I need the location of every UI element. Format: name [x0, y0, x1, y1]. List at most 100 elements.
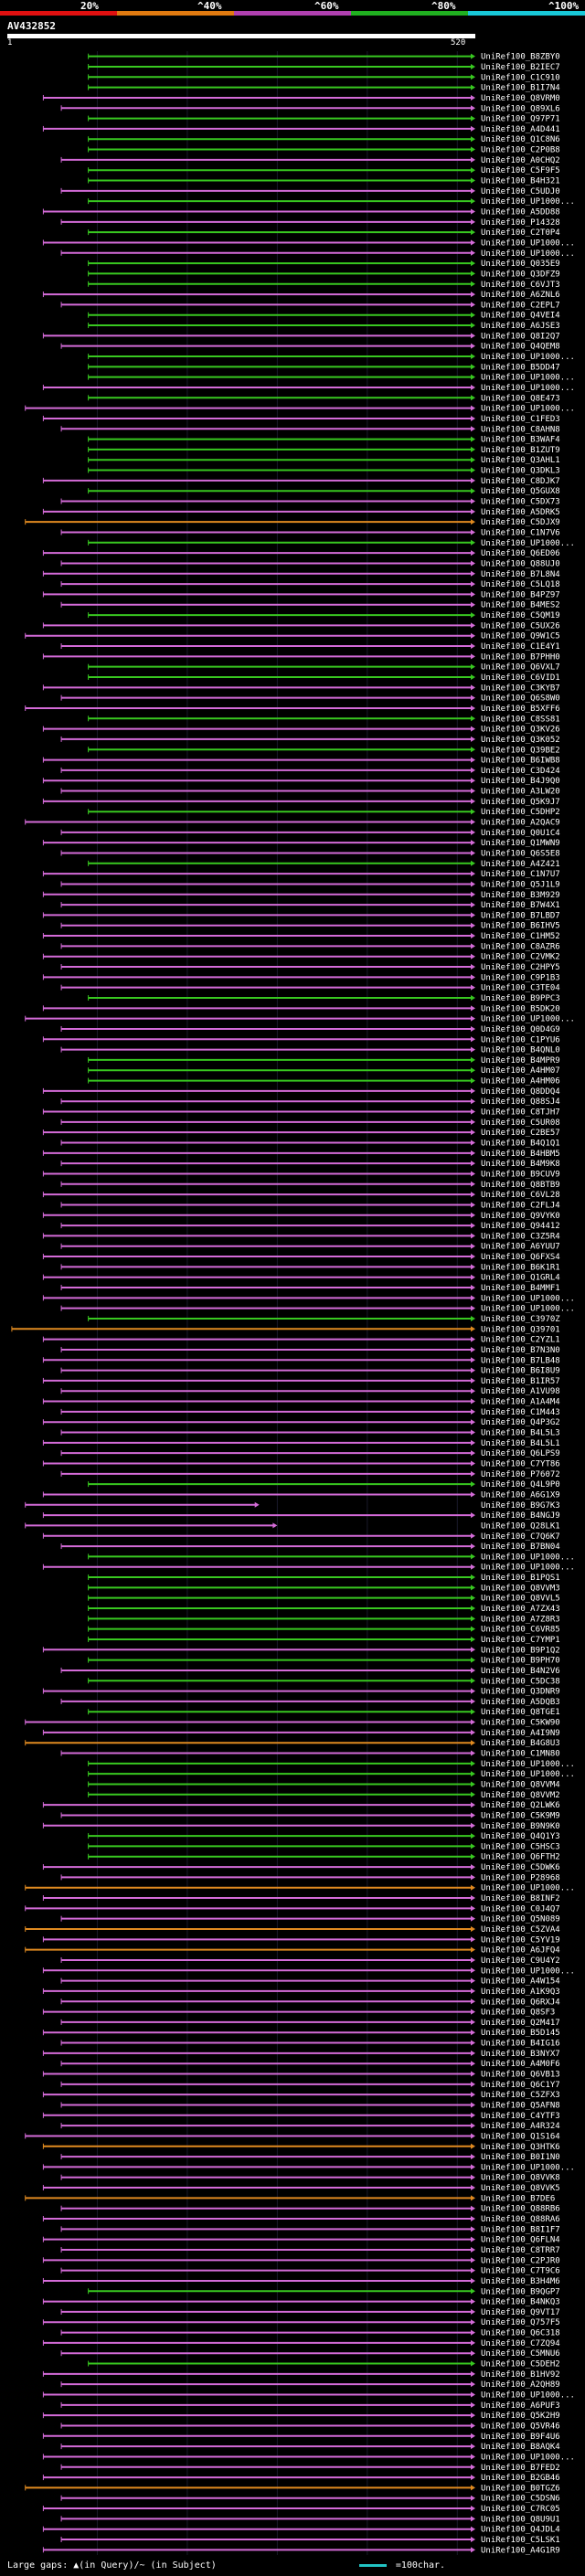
hit-label-125: UniRef100_B7N3N0: [481, 1346, 560, 1355]
hit-arrow-26: [471, 323, 475, 329]
hit-label-35: UniRef100_C1FED3: [481, 415, 560, 424]
hit-arrow-110: [471, 1192, 475, 1198]
hit-label-19: UniRef100_UP1000...: [481, 249, 575, 259]
hit-arrow-215: [471, 2277, 475, 2284]
hit-arrow-139: [471, 1491, 475, 1498]
hit-label-140: UniRef100_B9G7K3: [481, 1501, 560, 1511]
hit-label-8: UniRef100_Q1C8N6: [481, 135, 560, 144]
hit-label-22: UniRef100_C6VJT3: [481, 281, 560, 290]
hit-arrow-52: [471, 591, 475, 598]
hit-arrow-77: [471, 850, 475, 856]
query-start-tick: 1: [7, 38, 13, 48]
gaps-legend-text: Large gaps: ▲(in Query)/~ (in Subject): [7, 2560, 217, 2571]
hit-label-187: UniRef100_A1K9Q3: [481, 1988, 560, 1997]
hit-arrow-41: [471, 477, 475, 483]
hit-arrow-82: [471, 902, 475, 908]
hit-label-21: UniRef100_Q3DFZ9: [481, 270, 560, 279]
hit-arrow-131: [471, 1408, 475, 1415]
hit-arrow-102: [471, 1108, 475, 1115]
hit-arrow-38: [471, 446, 475, 452]
hit-label-213: UniRef100_C2PJR0: [481, 2256, 560, 2265]
hit-label-235: UniRef100_B0TGZ6: [481, 2484, 560, 2493]
hit-label-44: UniRef100_A5DRK5: [481, 508, 560, 517]
hit-label-171: UniRef100_B9N9K0: [481, 1822, 560, 1831]
hit-arrow-81: [471, 891, 475, 897]
hit-label-240: UniRef100_C5LSK1: [481, 2536, 560, 2545]
hit-label-30: UniRef100_B5DD47: [481, 363, 560, 372]
hit-label-92: UniRef100_B5DK20: [481, 1004, 560, 1013]
hit-label-118: UniRef100_Q1GRL4: [481, 1274, 560, 1283]
hit-label-72: UniRef100_Q5K9J7: [481, 798, 560, 807]
hit-arrow-10: [471, 156, 475, 163]
hit-label-18: UniRef100_UP1000...: [481, 239, 575, 248]
hit-label-158: UniRef100_Q3DNR9: [481, 1688, 560, 1697]
hit-arrow-208: [471, 2205, 475, 2211]
hit-label-161: UniRef100_C5KW90: [481, 1719, 560, 1728]
hit-arrow-18: [471, 239, 475, 246]
hit-label-142: UniRef100_Q28LK1: [481, 1521, 560, 1531]
hit-label-202: UniRef100_Q3HTK6: [481, 2143, 560, 2152]
hit-arrow-65: [471, 726, 475, 732]
hit-arrow-135: [471, 1450, 475, 1457]
legend-swatch-4: [468, 11, 585, 16]
hit-label-123: UniRef100_Q39701: [481, 1325, 560, 1334]
hit-arrow-27: [471, 333, 475, 339]
hit-label-59: UniRef100_Q6VXL7: [481, 663, 560, 673]
hit-label-153: UniRef100_C7YMP1: [481, 1636, 560, 1645]
hit-arrow-113: [471, 1223, 475, 1229]
hit-arrow-140: [254, 1501, 260, 1508]
hit-arrow-179: [471, 1905, 475, 1912]
hit-label-189: UniRef100_Q8SF3: [481, 2009, 555, 2018]
hit-arrow-59: [471, 663, 475, 670]
hit-arrow-105: [471, 1140, 475, 1146]
hit-arrow-101: [471, 1098, 475, 1105]
hit-label-211: UniRef100_Q6FLN4: [481, 2236, 560, 2245]
hit-arrow-223: [471, 2360, 475, 2367]
hit-arrow-216: [471, 2288, 475, 2295]
hit-arrow-163: [471, 1740, 475, 1746]
hit-arrow-213: [471, 2257, 475, 2263]
hit-label-230: UniRef100_B9F4U6: [481, 2433, 560, 2442]
hit-label-13: UniRef100_C5UDJ0: [481, 187, 560, 196]
hit-label-39: UniRef100_Q3AHL1: [481, 456, 560, 465]
hit-label-194: UniRef100_A4M0F6: [481, 2060, 560, 2069]
hit-arrow-100: [471, 1087, 475, 1094]
hit-label-131: UniRef100_C1M443: [481, 1408, 560, 1417]
hit-label-199: UniRef100_C4YTF3: [481, 2112, 560, 2121]
hit-label-5: UniRef100_Q89XL6: [481, 104, 560, 113]
hit-arrow-89: [471, 974, 475, 981]
hit-label-46: UniRef100_C1N7V6: [481, 528, 560, 537]
hit-label-241: UniRef100_A4G1R9: [481, 2546, 560, 2555]
hit-label-98: UniRef100_A4HM07: [481, 1066, 560, 1076]
hit-label-47: UniRef100_UP1000...: [481, 539, 575, 548]
hit-arrow-95: [471, 1036, 475, 1043]
hit-label-2: UniRef100_C1C910: [481, 73, 560, 82]
hit-arrow-13: [471, 187, 475, 194]
hit-label-148: UniRef100_Q8VVM3: [481, 1584, 560, 1593]
legend-swatch-2: [234, 11, 351, 16]
hit-label-3: UniRef100_B1I7N4: [481, 84, 560, 93]
hit-label-163: UniRef100_B4G8U3: [481, 1739, 560, 1748]
hit-label-7: UniRef100_A4D441: [481, 125, 560, 134]
hit-arrow-24: [471, 302, 475, 308]
hit-arrow-178: [471, 1895, 475, 1902]
query-end-tick: 520: [451, 38, 466, 48]
hit-arrow-196: [471, 2081, 475, 2087]
hit-arrow-99: [471, 1077, 475, 1084]
hit-arrow-188: [471, 1998, 475, 2005]
hit-label-88: UniRef100_C2HPY5: [481, 963, 560, 972]
hit-label-113: UniRef100_Q94412: [481, 1222, 560, 1231]
hit-arrow-228: [471, 2412, 475, 2419]
hit-label-117: UniRef100_B6K1R1: [481, 1263, 560, 1272]
hit-arrow-111: [471, 1202, 475, 1208]
hit-label-167: UniRef100_Q8VVM4: [481, 1780, 560, 1789]
hit-label-238: UniRef100_Q8U9U1: [481, 2515, 560, 2524]
hit-arrow-130: [471, 1398, 475, 1405]
hit-arrow-224: [471, 2370, 475, 2377]
hit-arrow-114: [471, 1233, 475, 1239]
hit-arrow-160: [471, 1709, 475, 1715]
hit-label-214: UniRef100_C7T9C6: [481, 2267, 560, 2276]
hit-label-96: UniRef100_B4QNL0: [481, 1046, 560, 1055]
hit-arrow-3: [471, 84, 475, 90]
hit-arrow-232: [471, 2454, 475, 2460]
